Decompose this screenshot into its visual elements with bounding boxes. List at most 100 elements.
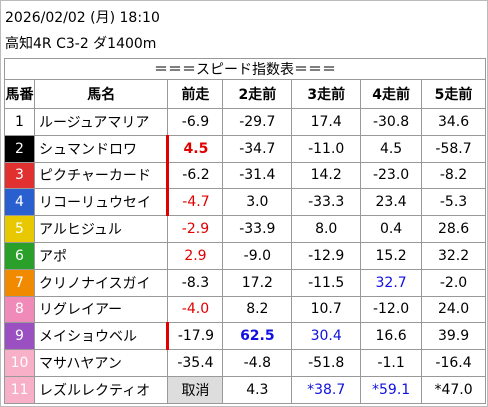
speed-index: 28.6 (421, 215, 486, 243)
speed-index: 24.0 (421, 295, 486, 324)
speed-index: 8.2 (222, 295, 293, 324)
column-header: 馬番 (4, 79, 35, 109)
speed-index: 8.0 (291, 215, 362, 243)
speed-index: 4.5 (166, 134, 224, 163)
speed-index: -17.9 (166, 322, 224, 351)
speed-index: 17.2 (222, 268, 293, 297)
horse-row: 1 ルージュアマリア -6.9 -29.7 17.4 -30.8 34.6 (4, 108, 486, 136)
horse-name: メイショウベル (33, 322, 169, 351)
speed-index: 取消 (167, 375, 224, 404)
horse-row: 5 アルヒジュル -2.9 -33.9 8.0 0.4 28.6 (4, 215, 486, 243)
speed-index: *47.0 (421, 375, 486, 404)
speed-index: -4.8 (222, 349, 293, 377)
horse-number: 9 (4, 322, 35, 351)
speed-index: 10.7 (291, 295, 362, 324)
horse-number: 5 (4, 215, 35, 243)
horse-number: 10 (4, 349, 35, 377)
speed-index: 17.4 (291, 108, 362, 136)
speed-index: -30.8 (360, 108, 423, 136)
speed-index: -8.3 (167, 268, 224, 297)
horse-row: 11 レズルレクティオ 取消 4.3 *38.7 *59.1 *47.0 (4, 375, 486, 404)
horse-row: 6 アポ 2.9 -9.0 -12.9 15.2 32.2 (4, 241, 486, 270)
speed-index: 62.5 (222, 322, 293, 351)
horse-name: シュマンドロワ (33, 134, 169, 163)
speed-index: -8.2 (421, 161, 486, 190)
speed-index: 14.2 (291, 161, 362, 190)
speed-index: -2.0 (421, 268, 486, 297)
horse-row: 8 リグレイアー -4.0 8.2 10.7 -12.0 24.0 (4, 295, 486, 324)
speed-index: 39.9 (421, 322, 486, 351)
header-row: 馬番 馬名 前走 2走前 3走前 4走前 5走前 (4, 79, 486, 109)
speed-index: *59.1 (360, 375, 423, 404)
speed-index: 32.2 (421, 241, 486, 270)
horse-name: ピクチャーカード (33, 161, 169, 190)
speed-index: *38.7 (291, 375, 362, 404)
speed-index: -35.4 (167, 349, 224, 377)
speed-index: -6.2 (166, 161, 224, 190)
column-header: 馬名 (33, 79, 169, 109)
column-header: 3走前 (291, 79, 362, 109)
horse-number: 6 (4, 241, 35, 270)
column-header: 5走前 (421, 79, 486, 109)
speed-index: -4.7 (166, 188, 224, 217)
speed-index: 2.9 (167, 241, 224, 270)
speed-index: 16.6 (360, 322, 423, 351)
horse-name: アポ (33, 241, 169, 270)
speed-index: 4.5 (360, 134, 423, 163)
speed-index: -31.4 (222, 161, 293, 190)
horse-row: 4 リコーリュウセイ -4.7 3.0 -33.3 23.4 -5.3 (4, 188, 486, 217)
speed-index: -34.7 (222, 134, 293, 163)
horse-row: 7 クリノナイスガイ -8.3 17.2 -11.5 32.7 -2.0 (4, 268, 486, 297)
speed-index: -51.8 (291, 349, 362, 377)
horse-name: リコーリュウセイ (33, 188, 169, 217)
horse-number: 3 (4, 161, 35, 190)
speed-index: -33.3 (291, 188, 362, 217)
horse-row: 2 シュマンドロワ 4.5 -34.7 -11.0 4.5 -58.7 (4, 134, 486, 163)
speed-index: -58.7 (421, 134, 486, 163)
horse-number: 4 (4, 188, 35, 217)
horse-row: 9 メイショウベル -17.9 62.5 30.4 16.6 39.9 (4, 322, 486, 351)
speed-index: -11.0 (291, 134, 362, 163)
speed-index: -23.0 (360, 161, 423, 190)
speed-index: -4.0 (167, 295, 224, 324)
column-header: 前走 (167, 79, 224, 109)
horse-name: マサハヤアン (33, 349, 169, 377)
horse-row: 3 ピクチャーカード -6.2 -31.4 14.2 -23.0 -8.2 (4, 161, 486, 190)
speed-index: 4.3 (222, 375, 293, 404)
speed-index: -2.9 (167, 215, 224, 243)
speed-index: -33.9 (222, 215, 293, 243)
horse-name: クリノナイスガイ (33, 268, 169, 297)
column-header: 2走前 (222, 79, 293, 109)
speed-index: -29.7 (222, 108, 293, 136)
datetime: 2026/02/02 (月) 18:10 (5, 10, 160, 26)
banner: ＝＝＝スピード指数表＝＝＝ (4, 58, 486, 80)
horse-number: 2 (4, 134, 35, 163)
speed-index: -12.0 (360, 295, 423, 324)
speed-index: 3.0 (222, 188, 293, 217)
horse-number: 8 (4, 295, 35, 324)
speed-index: -12.9 (291, 241, 362, 270)
speed-index: -6.9 (167, 108, 224, 136)
column-header: 4走前 (360, 79, 423, 109)
speed-index: 34.6 (421, 108, 486, 136)
horse-row: 10 マサハヤアン -35.4 -4.8 -51.8 -1.1 -16.4 (4, 349, 486, 377)
horse-number: 7 (4, 268, 35, 297)
horse-number: 1 (4, 108, 35, 136)
horse-name: レズルレクティオ (33, 375, 169, 404)
race-info: 高知4R C3-2 ダ1400m (5, 36, 157, 52)
speed-index: 15.2 (360, 241, 423, 270)
horse-name: アルヒジュル (33, 215, 169, 243)
speed-index: -9.0 (222, 241, 293, 270)
speed-index: -16.4 (421, 349, 486, 377)
horse-name: リグレイアー (33, 295, 169, 324)
speed-index: -11.5 (291, 268, 362, 297)
horse-name: ルージュアマリア (33, 108, 169, 136)
speed-index: -1.1 (360, 349, 423, 377)
speed-index: -5.3 (421, 188, 486, 217)
speed-index: 23.4 (360, 188, 423, 217)
horse-number: 11 (4, 375, 35, 404)
speed-index: 0.4 (360, 215, 423, 243)
speed-table: ＝＝＝スピード指数表＝＝＝ 馬番 馬名 前走 2走前 3走前 4走前 5走前 1 ルージュアマ… (4, 58, 486, 404)
speed-index: 30.4 (291, 322, 362, 351)
